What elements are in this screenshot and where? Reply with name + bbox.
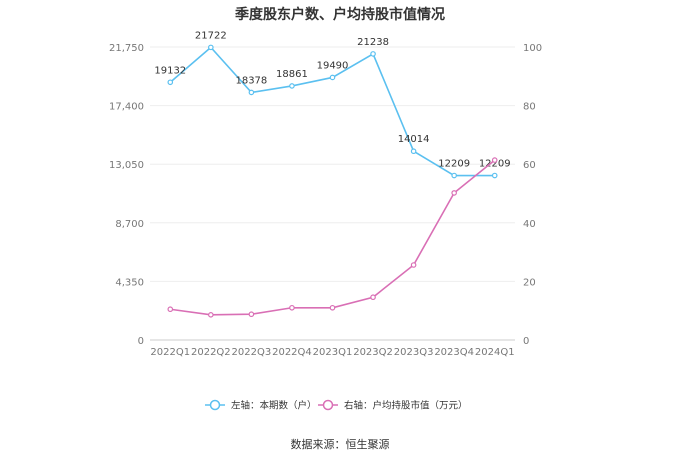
left-tick-label: 17,400	[109, 102, 144, 113]
right-tick-label: 0	[523, 336, 529, 347]
left-tick-label: 0	[138, 336, 144, 347]
data-point	[370, 294, 376, 301]
left-tick-label: 13,050	[109, 160, 144, 171]
data-point	[248, 311, 255, 318]
x-tick-label: 2023Q2	[353, 347, 393, 358]
data-point	[451, 172, 457, 179]
legend: 左轴：本期数（户） 右轴：户均持股市值（万元）	[205, 400, 468, 412]
right-axis-ticks: 0 20 40 60 80 100	[523, 43, 542, 347]
right-tick-label: 40	[523, 219, 536, 230]
data-label: 12209	[438, 159, 470, 170]
data-point	[329, 74, 336, 81]
data-point	[410, 262, 417, 268]
data-point	[329, 304, 336, 311]
left-axis-ticks: 0 4,350 8,700 13,050 17,400 21,750	[109, 43, 144, 347]
data-point	[167, 306, 174, 313]
x-tick-label: 2023Q4	[434, 347, 474, 358]
left-tick-label: 21,750	[109, 43, 144, 54]
legend-label: 右轴：户均持股市值（万元）	[344, 400, 468, 412]
x-tick-label: 2022Q3	[232, 347, 272, 358]
right-tick-label: 80	[523, 102, 536, 113]
left-tick-label: 4,350	[115, 277, 144, 288]
x-tick-label: 2023Q3	[394, 347, 434, 358]
data-label: 21722	[195, 30, 227, 41]
series-layer: 19132 21722 18378 18861 19490 21238 14014 12209…	[154, 30, 511, 318]
data-label: 18378	[235, 75, 267, 86]
data-point	[410, 148, 417, 155]
right-tick-label: 100	[523, 43, 542, 54]
x-tick-label: 2022Q4	[272, 347, 312, 358]
data-point	[451, 190, 457, 196]
data-source: 数据来源：恒生聚源	[290, 438, 390, 451]
chart-title: 季度股东户数、户均持股市值情况	[235, 7, 445, 23]
legend-label: 左轴：本期数（户）	[231, 400, 317, 412]
data-point	[491, 157, 498, 163]
x-tick-label: 2022Q1	[150, 347, 190, 358]
data-point	[289, 304, 295, 311]
data-point	[208, 312, 214, 318]
left-tick-label: 8,700	[115, 219, 144, 230]
data-label: 19490	[317, 60, 349, 71]
data-point	[289, 83, 295, 89]
data-label: 18861	[276, 69, 308, 80]
legend-marker	[209, 399, 221, 411]
right-tick-label: 20	[523, 277, 536, 288]
data-point	[208, 44, 214, 51]
right-tick-label: 60	[523, 160, 536, 171]
data-point	[167, 79, 174, 86]
data-label: 21238	[357, 37, 389, 48]
data-point	[491, 172, 498, 179]
data-label: 19132	[154, 65, 186, 76]
x-axis-ticks: 2022Q1 2022Q2 2022Q3 2022Q4 2023Q1 2023Q2 2023…	[150, 347, 514, 358]
data-point	[370, 51, 376, 57]
data-label: 12209	[479, 159, 511, 170]
x-tick-label: 2022Q2	[191, 347, 231, 358]
x-tick-label: 2024Q1	[475, 347, 515, 358]
data-label: 14014	[398, 134, 430, 145]
grid-lines	[150, 46, 515, 341]
legend-marker	[322, 399, 334, 411]
series-line-2	[170, 159, 496, 316]
data-point	[248, 89, 255, 96]
x-tick-label: 2023Q1	[313, 347, 353, 358]
